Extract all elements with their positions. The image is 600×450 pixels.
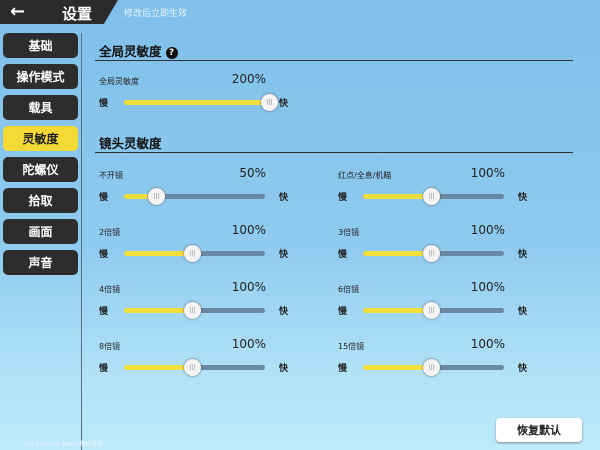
slow-label: 慢 bbox=[99, 307, 109, 317]
slider-value: 100% bbox=[470, 223, 505, 237]
slow-label: 慢 bbox=[338, 193, 348, 203]
slider-label: 全局灵敏度 bbox=[99, 77, 139, 86]
fast-label: 快 bbox=[518, 193, 528, 203]
section-divider bbox=[95, 60, 573, 61]
slider-label: 15倍镜 bbox=[338, 342, 365, 351]
slider-track[interactable]: ||| bbox=[363, 302, 504, 319]
slider-thumb[interactable]: ||| bbox=[423, 359, 441, 376]
slider-thumb[interactable]: ||| bbox=[184, 302, 202, 319]
slider-value: 100% bbox=[231, 223, 266, 237]
divider bbox=[81, 33, 82, 450]
fast-label: 快 bbox=[279, 250, 289, 260]
sidebar-item-3[interactable]: 灵敏度 bbox=[3, 126, 78, 151]
slider-label: 2倍镜 bbox=[99, 228, 121, 237]
reset-default-button[interactable]: 恢复默认 bbox=[496, 418, 582, 442]
fast-label: 快 bbox=[279, 193, 289, 203]
global-title-text: 全局灵敏度 bbox=[99, 44, 162, 59]
slider-label: 不开镜 bbox=[99, 171, 123, 180]
fast-label: 快 bbox=[518, 364, 528, 374]
sidebar-item-1[interactable]: 操作模式 bbox=[3, 64, 78, 89]
slider-fill bbox=[124, 100, 269, 105]
slow-label: 慢 bbox=[99, 193, 109, 203]
slider-thumb[interactable]: ||| bbox=[184, 359, 202, 376]
slider-track[interactable]: ||| bbox=[124, 302, 265, 319]
slider-fill bbox=[363, 194, 432, 199]
arrow-left-icon[interactable]: ← bbox=[10, 1, 26, 22]
slider-track[interactable]: ||| bbox=[363, 245, 504, 262]
slider-track[interactable]: ||| bbox=[124, 94, 278, 111]
page-title: 设置 bbox=[62, 5, 93, 23]
global-section-title: 全局灵敏度? bbox=[99, 41, 178, 60]
slider-track[interactable]: ||| bbox=[124, 245, 265, 262]
slider-fill bbox=[363, 251, 432, 256]
slider-track[interactable]: ||| bbox=[363, 188, 504, 205]
slider-thumb[interactable]: ||| bbox=[147, 188, 165, 205]
section-divider bbox=[95, 152, 573, 153]
slider-value: 100% bbox=[231, 280, 266, 294]
version-text: V.0.14/1508 Rana 傲娇滑翔 bbox=[24, 441, 103, 448]
fast-label: 快 bbox=[279, 364, 289, 374]
slow-label: 慢 bbox=[338, 307, 348, 317]
slow-label: 慢 bbox=[99, 250, 109, 260]
slider-thumb[interactable]: ||| bbox=[423, 188, 441, 205]
slider-thumb[interactable]: ||| bbox=[184, 245, 202, 262]
slider-fill bbox=[363, 308, 432, 313]
sidebar-item-7[interactable]: 声音 bbox=[3, 250, 78, 275]
sidebar-item-4[interactable]: 陀螺仪 bbox=[3, 157, 78, 182]
fast-label: 快 bbox=[518, 307, 528, 317]
sidebar-item-5[interactable]: 拾取 bbox=[3, 188, 78, 213]
slider-fill bbox=[124, 194, 156, 199]
slow-label: 慢 bbox=[99, 99, 109, 109]
slow-label: 慢 bbox=[338, 250, 348, 260]
sidebar-item-6[interactable]: 画面 bbox=[3, 219, 78, 244]
slider-thumb[interactable]: ||| bbox=[423, 302, 441, 319]
slider-label: 红点/全息/机瞄 bbox=[338, 171, 392, 180]
slider-track[interactable]: ||| bbox=[124, 359, 265, 376]
slider-value: 100% bbox=[231, 337, 266, 351]
slider-label: 4倍镜 bbox=[99, 285, 121, 294]
slider-fill bbox=[124, 365, 193, 370]
sidebar-item-0[interactable]: 基础 bbox=[3, 33, 78, 58]
page-subtitle: 修改后立即生效 bbox=[124, 9, 188, 19]
slider-fill bbox=[124, 308, 193, 313]
sidebar-item-2[interactable]: 载具 bbox=[3, 95, 78, 120]
header-bar bbox=[0, 0, 118, 24]
camera-section-title: 镜头灵敏度 bbox=[99, 136, 162, 151]
slider-value: 100% bbox=[470, 337, 505, 351]
fast-label: 快 bbox=[518, 250, 528, 260]
slider-value: 50% bbox=[239, 166, 266, 180]
slow-label: 慢 bbox=[99, 364, 109, 374]
slider-label: 6倍镜 bbox=[338, 285, 360, 294]
slider-thumb[interactable]: ||| bbox=[261, 94, 278, 111]
slider-value: 100% bbox=[470, 280, 505, 294]
slider-fill bbox=[124, 251, 193, 256]
slow-label: 慢 bbox=[338, 364, 348, 374]
slider-track[interactable]: ||| bbox=[124, 188, 265, 205]
fast-label: 快 bbox=[279, 99, 289, 109]
slider-track[interactable]: ||| bbox=[363, 359, 504, 376]
slider-thumb[interactable]: ||| bbox=[423, 245, 441, 262]
slider-value: 100% bbox=[470, 166, 505, 180]
slider-label: 8倍镜 bbox=[99, 342, 121, 351]
fast-label: 快 bbox=[279, 307, 289, 317]
slider-value: 200% bbox=[231, 72, 266, 86]
slider-label: 3倍镜 bbox=[338, 228, 360, 237]
slider-fill bbox=[363, 365, 432, 370]
question-icon[interactable]: ? bbox=[165, 47, 178, 59]
